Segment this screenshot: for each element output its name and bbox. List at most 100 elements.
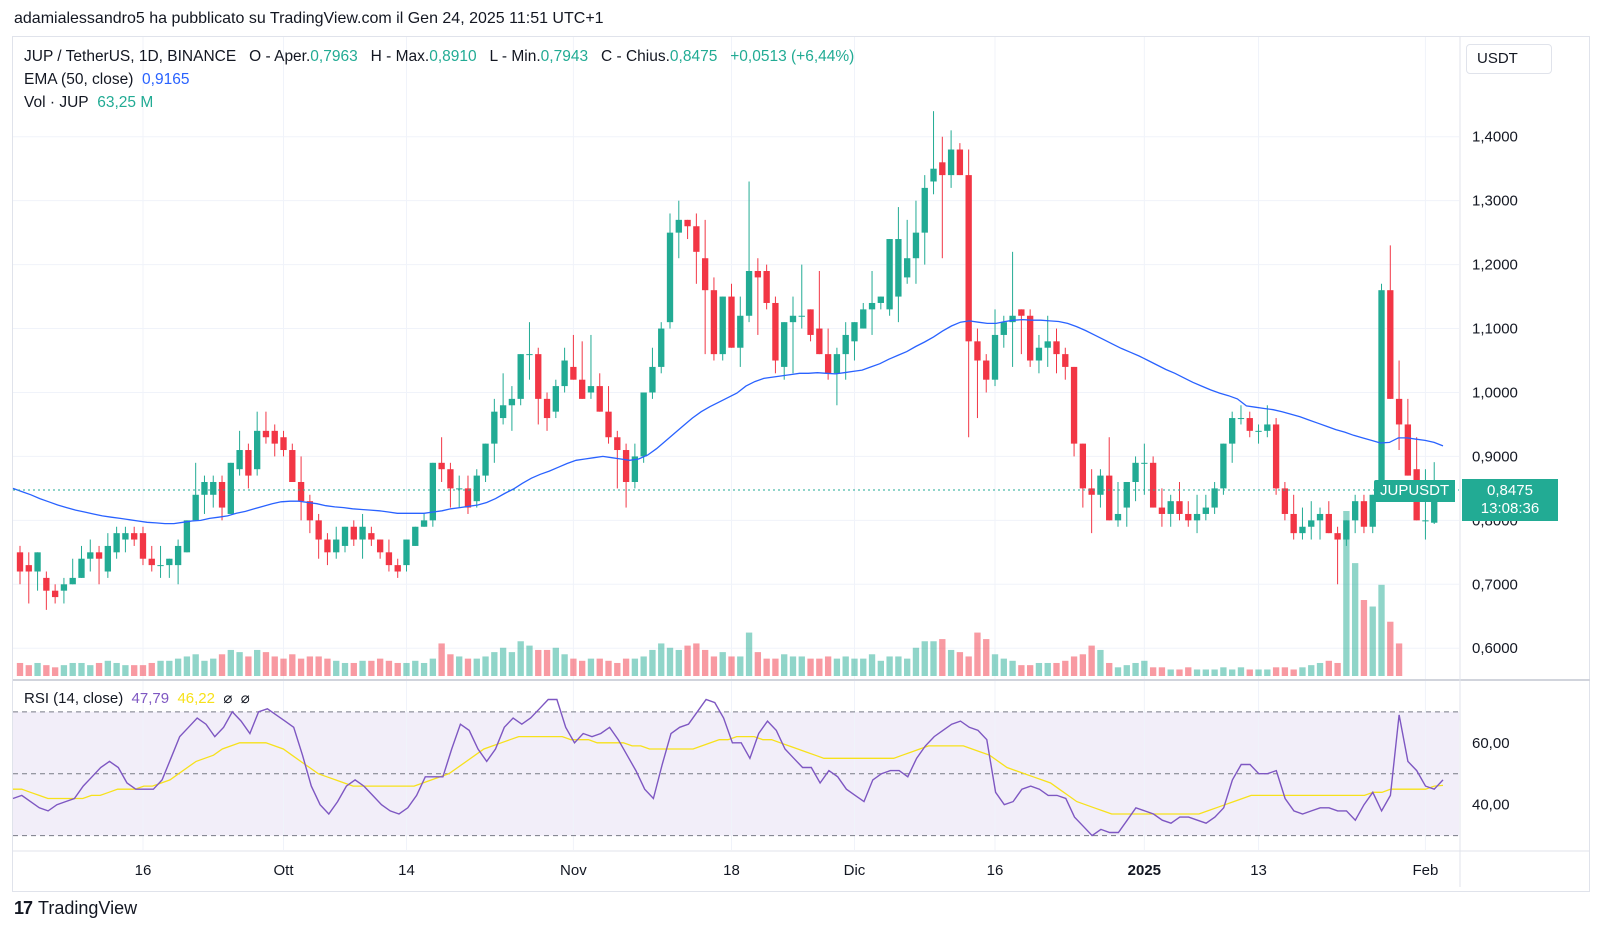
candle [60,577,68,604]
candle-body [139,533,147,559]
candle [464,475,472,514]
volume-label[interactable]: Vol · JUP [24,94,89,111]
volume-bar [675,649,682,676]
candle-body [236,450,243,470]
volume-bar [227,649,234,676]
ema-legend[interactable]: EMA (50, close) 0,9165 [24,71,189,89]
candle [1360,494,1368,534]
candle [289,443,296,482]
time-tick-label: Ott [274,862,295,879]
time-tick-label: 16 [135,862,152,879]
candle-body [464,488,472,508]
price-axis[interactable]: 0,60000,70000,80000,90001,00001,10001,20… [1472,129,1518,657]
volume-bar [69,662,76,676]
volume-bar [895,656,902,676]
volume-bar [701,649,709,676]
volume-bar [939,639,946,676]
price-tick-label: 0,6000 [1472,640,1518,657]
rsi-legend[interactable]: RSI (14, close) 47,79 46,22 ⌀ ⌀ [24,689,250,707]
candle [781,322,788,380]
volume-bar [113,662,120,676]
volume-bar [1246,669,1253,676]
candle-body [1422,520,1429,522]
candle [157,545,164,578]
volume-bar [991,654,999,676]
volume-bar [719,652,726,676]
rsi-label[interactable]: RSI (14, close) [24,690,124,707]
candle-body [218,481,226,508]
candle-body [1229,418,1236,444]
candle-body [895,239,902,297]
candle-body [174,545,182,566]
candle [210,475,217,508]
candlesticks[interactable] [16,111,1438,610]
volume-bar [333,660,340,676]
candle-body [816,328,823,355]
candle-body [78,558,85,578]
volume-legend[interactable]: Vol · JUP 63,25 M [24,94,153,112]
candle-body [34,552,41,572]
ema-line [12,318,1444,525]
candle [262,411,270,444]
high-value: 0,8910 [429,48,477,65]
candle-body [306,501,314,521]
candle [1404,398,1412,476]
time-axis[interactable]: 16 Ott 14 Nov 18 Dic 16 2025 13 Feb [135,862,1439,879]
candle-body [912,232,920,259]
ema-label[interactable]: EMA (50, close) [24,71,134,88]
volume-bar [166,660,173,676]
tradingview-brand[interactable]: 17 TradingView [14,898,137,919]
candle [816,271,823,355]
volume-bar [824,656,832,676]
volume-bar [1132,662,1139,676]
symbol-legend[interactable]: JUP / TetherUS, 1D, BINANCE O - Aper.0,7… [24,48,854,66]
candle-body [1123,481,1130,508]
candle [587,334,595,399]
volume-bar [1158,667,1166,676]
candle [1035,334,1043,374]
volume-bar [535,649,542,676]
candle [306,494,314,534]
candle-body [280,437,287,451]
volume-bar [983,639,990,676]
volume-bar [631,658,639,676]
candle-body [183,520,191,553]
volume-bar [43,665,50,676]
rsi-band-lines [13,711,1459,837]
candle-body [1070,366,1078,444]
candle [1132,456,1139,502]
candle-body [535,354,542,399]
symbol-name[interactable]: JUP / TetherUS, 1D, BINANCE [24,48,237,65]
volume-bar [579,660,586,676]
volume-bar [218,654,226,676]
candle [174,539,182,585]
candle [1229,411,1236,463]
rsi-axis[interactable]: 40,00 60,00 [1472,735,1510,814]
currency-selector[interactable]: USDT [1466,44,1552,74]
volume-bar [473,658,480,676]
candle [1343,520,1350,546]
volume-bar [684,645,691,676]
volume-bar [1149,667,1157,676]
candle-body [1211,488,1218,508]
volume-bar [816,658,823,676]
candle-body [1404,424,1412,476]
volume-bar [1018,665,1025,676]
rsi-value: 47,79 [131,690,170,707]
tradingview-name: TradingView [38,898,138,918]
candle [789,296,797,374]
volume-bar [1343,511,1350,676]
candle-body [1360,501,1368,527]
candle [376,539,384,559]
volume-bar [912,647,920,676]
volume-bar [51,667,59,676]
chart-frame [12,36,1590,892]
candle [868,271,876,335]
candle-body [254,430,261,470]
volume-bar [754,652,762,676]
candle-body [1202,507,1209,514]
volume-bar [1079,654,1087,676]
candle-body [104,545,112,572]
candle-body [359,526,366,540]
